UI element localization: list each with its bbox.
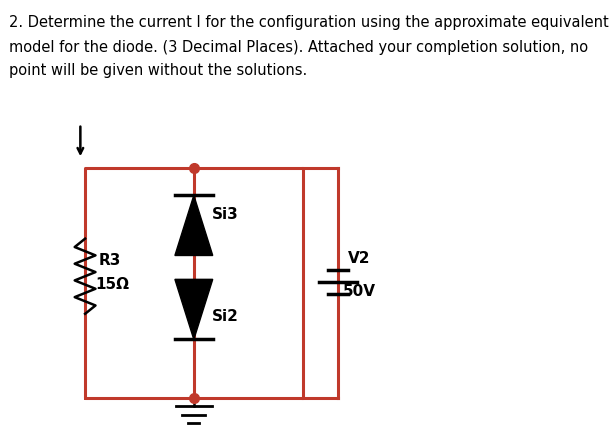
Text: V2: V2 [348, 251, 371, 266]
Text: point will be given without the solutions.: point will be given without the solution… [9, 63, 307, 78]
Text: model for the diode. (3 Decimal Places). Attached your completion solution, no: model for the diode. (3 Decimal Places).… [9, 40, 588, 55]
Polygon shape [175, 195, 213, 255]
Text: 2. Determine the current I for the configuration using the approximate equivalen: 2. Determine the current I for the confi… [9, 15, 608, 30]
Text: Si3: Si3 [212, 207, 239, 222]
Text: R3: R3 [98, 253, 121, 268]
Text: Si2: Si2 [212, 309, 239, 324]
Polygon shape [175, 279, 213, 339]
Text: 15Ω: 15Ω [96, 277, 130, 292]
Text: 50V: 50V [343, 284, 376, 299]
